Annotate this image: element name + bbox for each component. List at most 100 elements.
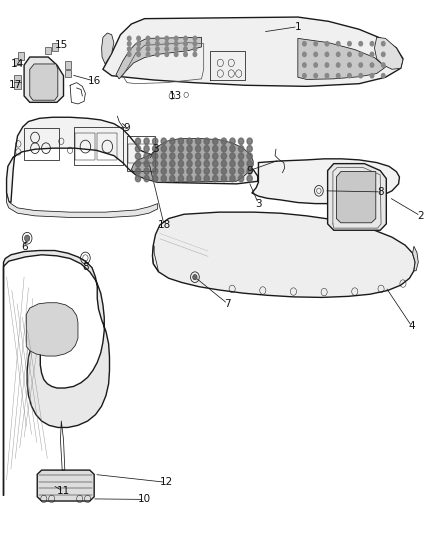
- Bar: [127, 136, 155, 171]
- Circle shape: [135, 168, 141, 174]
- Circle shape: [204, 146, 209, 152]
- Circle shape: [174, 47, 178, 51]
- Text: 10: 10: [138, 495, 151, 504]
- Circle shape: [213, 138, 218, 144]
- Circle shape: [178, 138, 184, 144]
- Circle shape: [221, 168, 226, 174]
- Circle shape: [178, 175, 184, 182]
- Circle shape: [161, 160, 166, 167]
- Circle shape: [137, 52, 140, 56]
- Circle shape: [170, 153, 175, 159]
- Circle shape: [238, 138, 244, 144]
- Circle shape: [359, 74, 363, 78]
- Circle shape: [195, 160, 201, 167]
- Circle shape: [195, 138, 201, 144]
- Circle shape: [370, 42, 374, 46]
- Text: 4: 4: [408, 321, 415, 331]
- Circle shape: [247, 153, 252, 159]
- Circle shape: [146, 42, 150, 46]
- Circle shape: [127, 36, 131, 41]
- Circle shape: [152, 153, 158, 159]
- Circle shape: [178, 153, 184, 159]
- Circle shape: [221, 153, 226, 159]
- Polygon shape: [298, 38, 385, 79]
- Circle shape: [204, 168, 209, 174]
- Circle shape: [230, 168, 235, 174]
- Circle shape: [230, 138, 235, 144]
- Circle shape: [155, 42, 159, 46]
- Bar: [52, 43, 58, 51]
- Circle shape: [187, 146, 192, 152]
- Circle shape: [187, 160, 192, 167]
- Circle shape: [144, 153, 149, 159]
- Text: 3: 3: [255, 199, 262, 208]
- Circle shape: [135, 153, 141, 159]
- Circle shape: [314, 52, 318, 56]
- Circle shape: [314, 63, 318, 67]
- Circle shape: [178, 168, 184, 174]
- Circle shape: [303, 74, 306, 78]
- Bar: [75, 133, 95, 160]
- Text: 16: 16: [88, 76, 101, 86]
- Circle shape: [247, 168, 252, 174]
- Circle shape: [144, 168, 149, 174]
- Circle shape: [170, 138, 175, 144]
- Text: 18: 18: [158, 221, 171, 230]
- Text: 9: 9: [246, 166, 253, 175]
- Polygon shape: [336, 172, 376, 223]
- Polygon shape: [131, 139, 253, 182]
- Circle shape: [370, 74, 374, 78]
- Circle shape: [238, 160, 244, 167]
- Circle shape: [165, 52, 169, 56]
- Circle shape: [146, 36, 150, 41]
- Circle shape: [213, 168, 218, 174]
- Text: 17: 17: [9, 80, 22, 90]
- Polygon shape: [37, 470, 94, 501]
- Circle shape: [247, 160, 252, 167]
- Circle shape: [152, 160, 158, 167]
- Bar: [74, 127, 123, 165]
- Circle shape: [221, 138, 226, 144]
- Circle shape: [247, 146, 252, 152]
- Circle shape: [165, 47, 169, 51]
- Circle shape: [135, 146, 141, 152]
- Circle shape: [135, 160, 141, 167]
- Circle shape: [184, 36, 187, 41]
- Circle shape: [170, 175, 175, 182]
- Circle shape: [174, 52, 178, 56]
- Text: 15: 15: [55, 41, 68, 50]
- Circle shape: [135, 175, 141, 182]
- Circle shape: [193, 274, 197, 280]
- Circle shape: [303, 52, 306, 56]
- Bar: [14, 58, 21, 65]
- Circle shape: [165, 42, 169, 46]
- Circle shape: [152, 168, 158, 174]
- Circle shape: [187, 175, 192, 182]
- Circle shape: [135, 138, 141, 144]
- Bar: [128, 144, 154, 163]
- Circle shape: [184, 52, 187, 56]
- Text: 9: 9: [124, 123, 131, 133]
- Circle shape: [144, 146, 149, 152]
- Circle shape: [170, 160, 175, 167]
- Circle shape: [325, 52, 328, 56]
- Text: 11: 11: [57, 487, 70, 496]
- Circle shape: [187, 153, 192, 159]
- Circle shape: [213, 153, 218, 159]
- Circle shape: [137, 42, 140, 46]
- Circle shape: [348, 52, 351, 56]
- Circle shape: [170, 168, 175, 174]
- Circle shape: [204, 175, 209, 182]
- Bar: [14, 75, 21, 82]
- Circle shape: [325, 63, 328, 67]
- Circle shape: [348, 42, 351, 46]
- Circle shape: [381, 63, 385, 67]
- Circle shape: [165, 36, 169, 41]
- Polygon shape: [24, 57, 64, 102]
- Circle shape: [348, 63, 351, 67]
- Circle shape: [213, 146, 218, 152]
- Polygon shape: [102, 33, 114, 64]
- Circle shape: [381, 74, 385, 78]
- Circle shape: [370, 52, 374, 56]
- Polygon shape: [103, 17, 403, 86]
